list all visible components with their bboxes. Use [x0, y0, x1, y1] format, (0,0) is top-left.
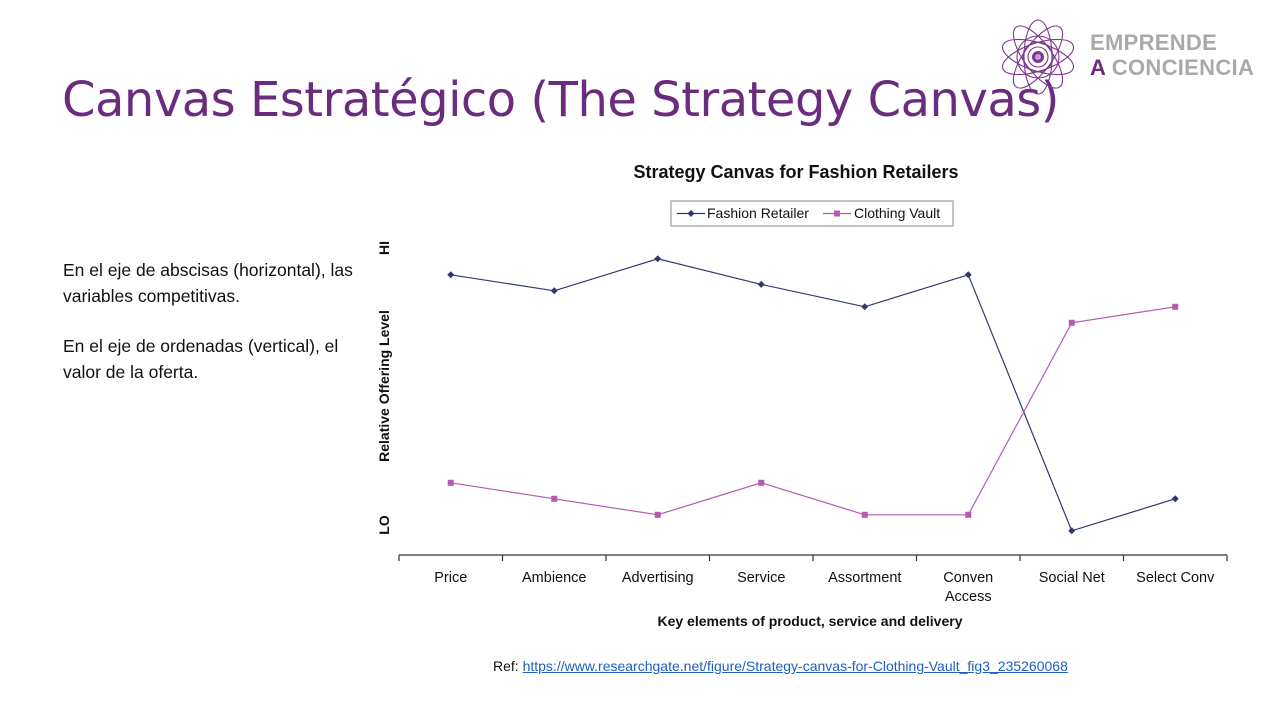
data-point-clothing-vault: [1172, 303, 1179, 310]
data-point-fashion-retailer: [1171, 495, 1179, 503]
x-tick-label: Price: [434, 570, 467, 586]
flower-mandala-icon: [1001, 19, 1075, 95]
series-line-clothing-vault: [450, 306, 1176, 516]
chart-title: Strategy Canvas for Fashion Retailers: [633, 162, 958, 182]
y-axis-label: Relative Offering Level: [376, 310, 392, 462]
data-point-clothing-vault: [861, 511, 868, 518]
data-point-fashion-retailer: [654, 255, 662, 263]
data-point-fashion-retailer: [447, 271, 455, 279]
data-point-clothing-vault: [551, 495, 558, 502]
x-tick-label: Conven Access: [943, 570, 993, 605]
data-point-fashion-retailer: [757, 280, 765, 288]
legend-label-fashion-retailer: Fashion Retailer: [707, 205, 809, 221]
ref-label: Ref:: [493, 658, 519, 674]
data-point-fashion-retailer: [964, 271, 972, 279]
x-tick-label: Service: [737, 570, 785, 586]
y-tick-hi: HI: [376, 241, 392, 255]
legend-marker-clothing-vault: [834, 210, 840, 217]
data-point-clothing-vault: [654, 511, 661, 518]
x-axis-label: Key elements of product, service and del…: [657, 613, 962, 629]
legend-marker-fashion-retailer: [687, 210, 695, 217]
series-line-fashion-retailer: [450, 258, 1176, 532]
logo-line-1: EMPRENDE: [1090, 30, 1218, 55]
x-tick-label: Social Net: [1039, 570, 1105, 586]
logo-line-2a: A: [1090, 55, 1106, 80]
paragraph-horizontal-axis: En el eje de abscisas (horizontal), las …: [63, 260, 353, 306]
data-point-clothing-vault: [758, 479, 765, 486]
data-point-clothing-vault: [965, 511, 972, 518]
x-tick-label: Advertising: [622, 570, 694, 586]
side-text: En el eje de abscisas (horizontal), las …: [63, 258, 363, 410]
data-point-fashion-retailer: [550, 287, 558, 295]
paragraph-vertical-axis: En el eje de ordenadas (vertical), el va…: [63, 336, 339, 382]
x-tick-label: Select Conv: [1136, 570, 1215, 586]
legend-label-clothing-vault: Clothing Vault: [854, 205, 940, 221]
ref-link[interactable]: https://www.researchgate.net/figure/Stra…: [522, 658, 1068, 674]
logo-line-2b: CONCIENCIA: [1111, 55, 1255, 80]
reference: Ref: https://www.researchgate.net/figure…: [493, 658, 1068, 674]
data-point-clothing-vault: [1068, 319, 1075, 326]
chart-legend: Fashion Retailer Clothing Vault: [670, 200, 954, 227]
slide-title: Canvas Estratégico (The Strategy Canvas): [62, 72, 1060, 128]
strategy-canvas-chart: Strategy Canvas for Fashion Retailers Fa…: [376, 162, 1228, 629]
y-tick-lo: LO: [376, 515, 392, 535]
data-point-clothing-vault: [447, 479, 454, 486]
brand-logo: EMPRENDE A CONCIENCIA: [995, 12, 1270, 102]
x-tick-label: Assortment: [828, 570, 901, 586]
x-tick-label: Ambience: [522, 570, 586, 586]
data-point-fashion-retailer: [861, 303, 869, 311]
data-point-fashion-retailer: [1068, 527, 1076, 535]
